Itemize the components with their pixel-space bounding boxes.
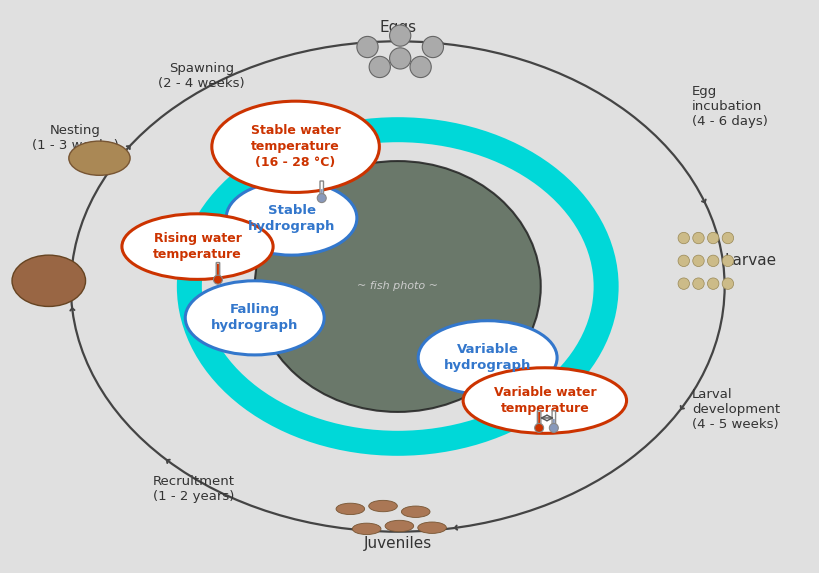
FancyBboxPatch shape [319, 181, 323, 196]
Circle shape [722, 232, 733, 244]
Circle shape [389, 48, 410, 69]
Circle shape [534, 423, 543, 433]
Circle shape [722, 278, 733, 289]
Ellipse shape [385, 520, 413, 532]
Circle shape [707, 232, 718, 244]
Ellipse shape [417, 522, 446, 533]
Circle shape [213, 275, 222, 284]
Ellipse shape [185, 281, 324, 355]
Circle shape [677, 278, 689, 289]
Ellipse shape [226, 181, 356, 255]
Text: Spawning
(2 - 4 weeks): Spawning (2 - 4 weeks) [158, 61, 245, 89]
Circle shape [692, 255, 704, 266]
Circle shape [722, 255, 733, 266]
Ellipse shape [336, 503, 364, 515]
Ellipse shape [12, 255, 85, 307]
Circle shape [422, 37, 443, 58]
Ellipse shape [401, 506, 429, 517]
Text: Nesting
(1 - 3 weeks): Nesting (1 - 3 weeks) [31, 124, 118, 152]
Text: Recruitment
(1 - 2 years): Recruitment (1 - 2 years) [152, 475, 234, 503]
Circle shape [692, 278, 704, 289]
Text: Egg
incubation
(4 - 6 days): Egg incubation (4 - 6 days) [691, 85, 767, 128]
Ellipse shape [369, 500, 397, 512]
Circle shape [549, 423, 558, 433]
Circle shape [369, 56, 390, 77]
Ellipse shape [255, 161, 540, 412]
Ellipse shape [418, 321, 556, 395]
Circle shape [356, 37, 378, 58]
Ellipse shape [69, 141, 130, 175]
Circle shape [410, 56, 431, 77]
Circle shape [692, 232, 704, 244]
Circle shape [389, 25, 410, 46]
FancyBboxPatch shape [552, 419, 554, 425]
Text: Stable water
temperature
(16 - 28 °C): Stable water temperature (16 - 28 °C) [251, 124, 340, 169]
Text: Larvae: Larvae [724, 253, 776, 268]
FancyBboxPatch shape [551, 411, 555, 426]
Text: Adults: Adults [26, 265, 74, 280]
Text: Variable
hydrograph: Variable hydrograph [443, 343, 531, 372]
Text: ~ fish photo ~: ~ fish photo ~ [357, 281, 437, 292]
FancyBboxPatch shape [537, 412, 540, 425]
FancyBboxPatch shape [320, 189, 323, 195]
Text: Stable
hydrograph: Stable hydrograph [247, 203, 335, 233]
Circle shape [677, 255, 689, 266]
Ellipse shape [352, 523, 381, 535]
Ellipse shape [463, 368, 626, 433]
Ellipse shape [211, 101, 379, 193]
Circle shape [707, 278, 718, 289]
Text: Variable water
temperature: Variable water temperature [493, 386, 595, 415]
Circle shape [677, 232, 689, 244]
FancyBboxPatch shape [216, 262, 219, 277]
Text: Juveniles: Juveniles [363, 536, 432, 551]
FancyBboxPatch shape [536, 411, 541, 426]
FancyBboxPatch shape [217, 264, 219, 277]
Text: Falling
hydrograph: Falling hydrograph [210, 303, 298, 332]
Circle shape [317, 194, 326, 203]
Circle shape [707, 255, 718, 266]
Text: Eggs: Eggs [378, 19, 416, 34]
Ellipse shape [122, 214, 273, 280]
Text: Larval
development
(4 - 5 weeks): Larval development (4 - 5 weeks) [691, 387, 779, 430]
Text: Rising water
temperature: Rising water temperature [153, 232, 242, 261]
